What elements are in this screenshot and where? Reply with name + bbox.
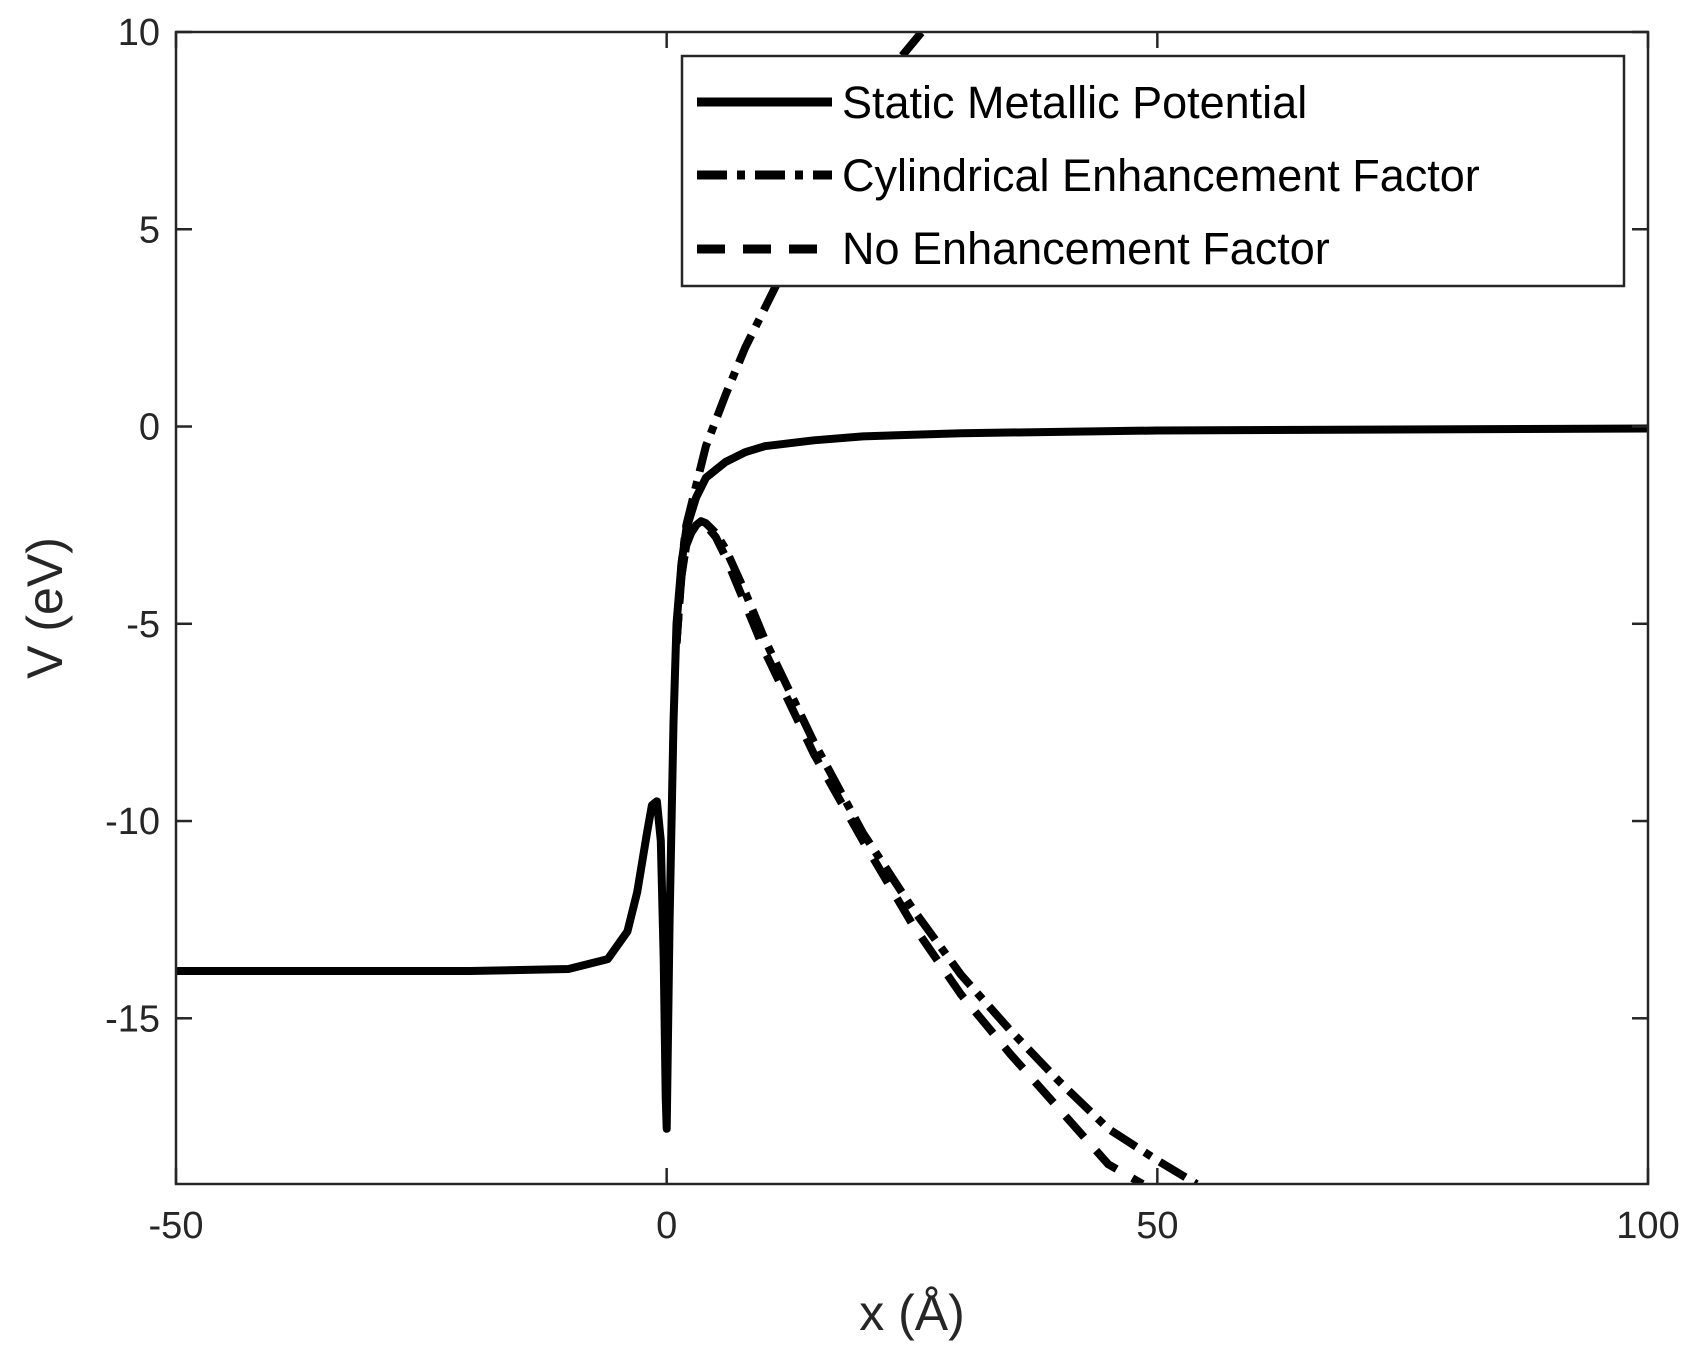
x-tick-label: -50	[149, 1205, 204, 1247]
y-tick-label: 0	[139, 407, 160, 449]
legend-box	[680, 54, 1626, 288]
series-line-3	[672, 517, 1199, 1184]
x-tick-label: 50	[1136, 1205, 1178, 1247]
y-axis-title: V (eV)	[17, 537, 73, 679]
x-axis-title: x (Å)	[859, 1285, 965, 1341]
legend-label-no-enhancement: No Enhancement Factor	[842, 223, 1330, 274]
series-line-2	[672, 519, 1145, 1184]
y-tick-label: -15	[105, 998, 160, 1040]
y-tick-label: -5	[126, 604, 160, 646]
legend-label-cylindrical: Cylindrical Enhancement Factor	[842, 150, 1480, 201]
y-tick-label: 5	[139, 209, 160, 251]
x-tick-label: 100	[1616, 1205, 1679, 1247]
y-tick-label: -10	[105, 801, 160, 843]
axes-frame	[174, 30, 1650, 1186]
legend: Static Metallic Potential Cylindrical En…	[680, 54, 1626, 288]
y-tick-label: 10	[118, 12, 160, 54]
series-line-0	[176, 424, 1648, 1133]
legend-label-static-metallic: Static Metallic Potential	[842, 77, 1307, 128]
x-tick-label: 0	[656, 1205, 677, 1247]
